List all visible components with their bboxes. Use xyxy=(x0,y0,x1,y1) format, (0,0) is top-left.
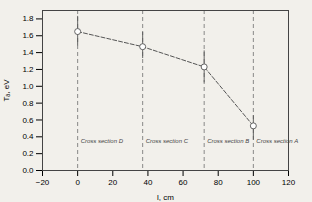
svg-text:80: 80 xyxy=(214,178,223,187)
svg-text:1.8: 1.8 xyxy=(22,14,34,23)
svg-text:Cross section A: Cross section A xyxy=(256,138,298,144)
svg-text:0.8: 0.8 xyxy=(22,99,34,108)
svg-text:0.2: 0.2 xyxy=(22,149,34,158)
svg-text:1.6: 1.6 xyxy=(22,31,34,40)
svg-text:0.6: 0.6 xyxy=(22,116,34,125)
svg-text:−20: −20 xyxy=(36,178,50,187)
svg-text:60: 60 xyxy=(179,178,188,187)
svg-text:1.2: 1.2 xyxy=(22,65,34,74)
svg-text:1.4: 1.4 xyxy=(22,48,34,57)
svg-text:0.4: 0.4 xyxy=(22,132,34,141)
svg-text:1.0: 1.0 xyxy=(22,82,34,91)
svg-text:Cross section B: Cross section B xyxy=(207,138,249,144)
svg-text:0: 0 xyxy=(75,178,80,187)
svg-text:120: 120 xyxy=(282,178,296,187)
svg-text:Cross section C: Cross section C xyxy=(146,138,189,144)
svg-text:Tₐ, eV: Tₐ, eV xyxy=(2,79,11,102)
svg-text:0.0: 0.0 xyxy=(22,166,34,175)
svg-text:100: 100 xyxy=(247,178,261,187)
svg-text:Cross section D: Cross section D xyxy=(81,138,124,144)
svg-text:20: 20 xyxy=(108,178,117,187)
svg-text:l, cm: l, cm xyxy=(157,193,174,202)
svg-text:40: 40 xyxy=(143,178,152,187)
